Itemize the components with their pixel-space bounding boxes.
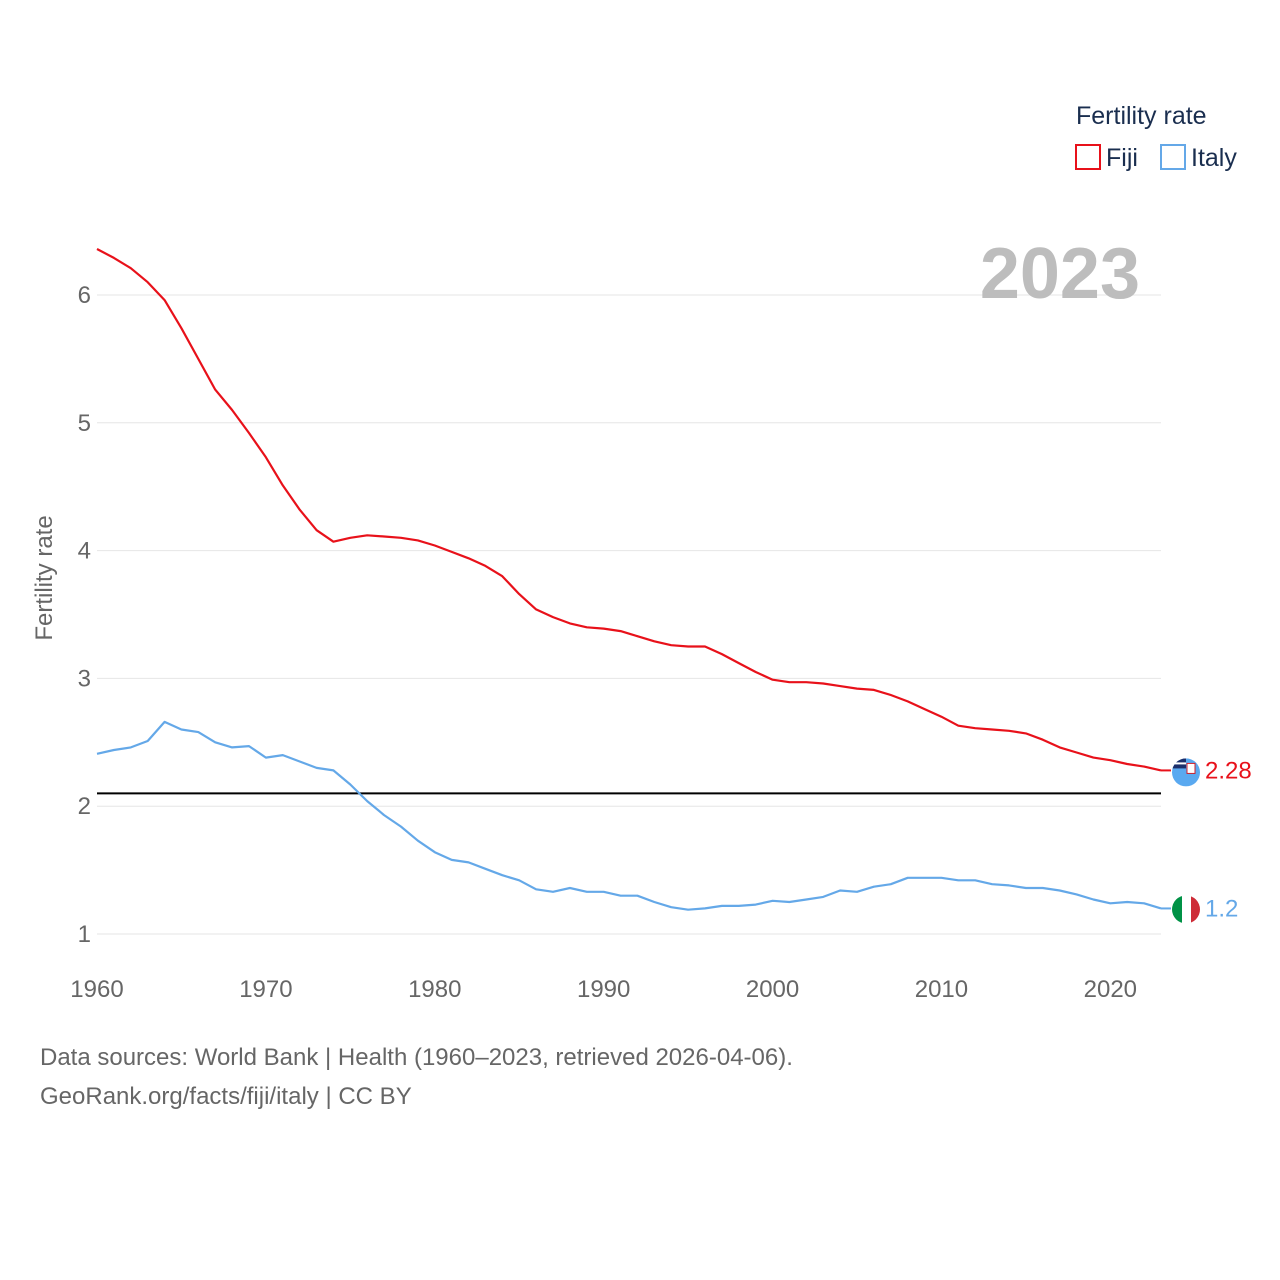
end-value-label-fiji: 2.28: [1205, 757, 1252, 784]
y-tick-label-3: 3: [78, 665, 91, 692]
y-tick-label-4: 4: [78, 538, 91, 565]
current-year-label: 2023: [980, 234, 1140, 314]
series-line-fiji: [96, 248, 1162, 772]
x-tick-label-1990: 1990: [577, 976, 630, 1003]
x-tick-label-2000: 2000: [746, 976, 799, 1003]
end-value-label-italy: 1.2: [1205, 895, 1238, 922]
legend-swatch-fiji: [1075, 144, 1101, 170]
y-tick-label-2: 2: [78, 793, 91, 820]
y-tick-label-5: 5: [78, 410, 91, 437]
legend-title: Fertility rate: [1076, 102, 1207, 130]
fiji-flag-icon: [1172, 758, 1200, 787]
x-tick-label-2020: 2020: [1084, 976, 1137, 1003]
legend: Fertility rate Fiji Italy: [1075, 102, 1237, 172]
legend-swatch-italy: [1160, 144, 1186, 170]
y-axis-title: Fertility rate: [31, 515, 58, 640]
x-tick-label-1980: 1980: [408, 976, 461, 1003]
legend-label-italy[interactable]: Italy: [1191, 144, 1237, 172]
italy-flag-green: [1172, 895, 1182, 924]
series-line-italy: [96, 720, 1162, 911]
series-end-markers: 2.28 1.2: [1161, 757, 1252, 924]
footer-credit[interactable]: GeoRank.org/facts/fiji/italy | CC BY: [40, 1083, 412, 1110]
fiji-flag-shield: [1186, 762, 1196, 774]
y-axis-ticks: 1 2 3 4 5 6: [78, 282, 91, 948]
italy-flag-white: [1182, 895, 1191, 924]
x-tick-label-1970: 1970: [239, 976, 292, 1003]
footer-sources: Data sources: World Bank | Health (1960–…: [40, 1044, 793, 1071]
legend-label-fiji[interactable]: Fiji: [1106, 144, 1138, 172]
y-tick-label-6: 6: [78, 282, 91, 309]
x-tick-label-2010: 2010: [915, 976, 968, 1003]
gridlines: [97, 294, 1161, 935]
fertility-rate-line-chart: 1 2 3 4 5 6 1960 1970 1980 1990 2000 2010 2020 Fert…: [31, 102, 1252, 1003]
y-tick-label-1: 1: [78, 921, 91, 948]
x-tick-label-1960: 1960: [70, 976, 123, 1003]
italy-flag-red: [1191, 895, 1200, 924]
series-lines: [96, 248, 1162, 911]
italy-flag-icon: [1172, 895, 1200, 924]
x-axis-ticks: 1960 1970 1980 1990 2000 2010 2020: [70, 976, 1137, 1003]
